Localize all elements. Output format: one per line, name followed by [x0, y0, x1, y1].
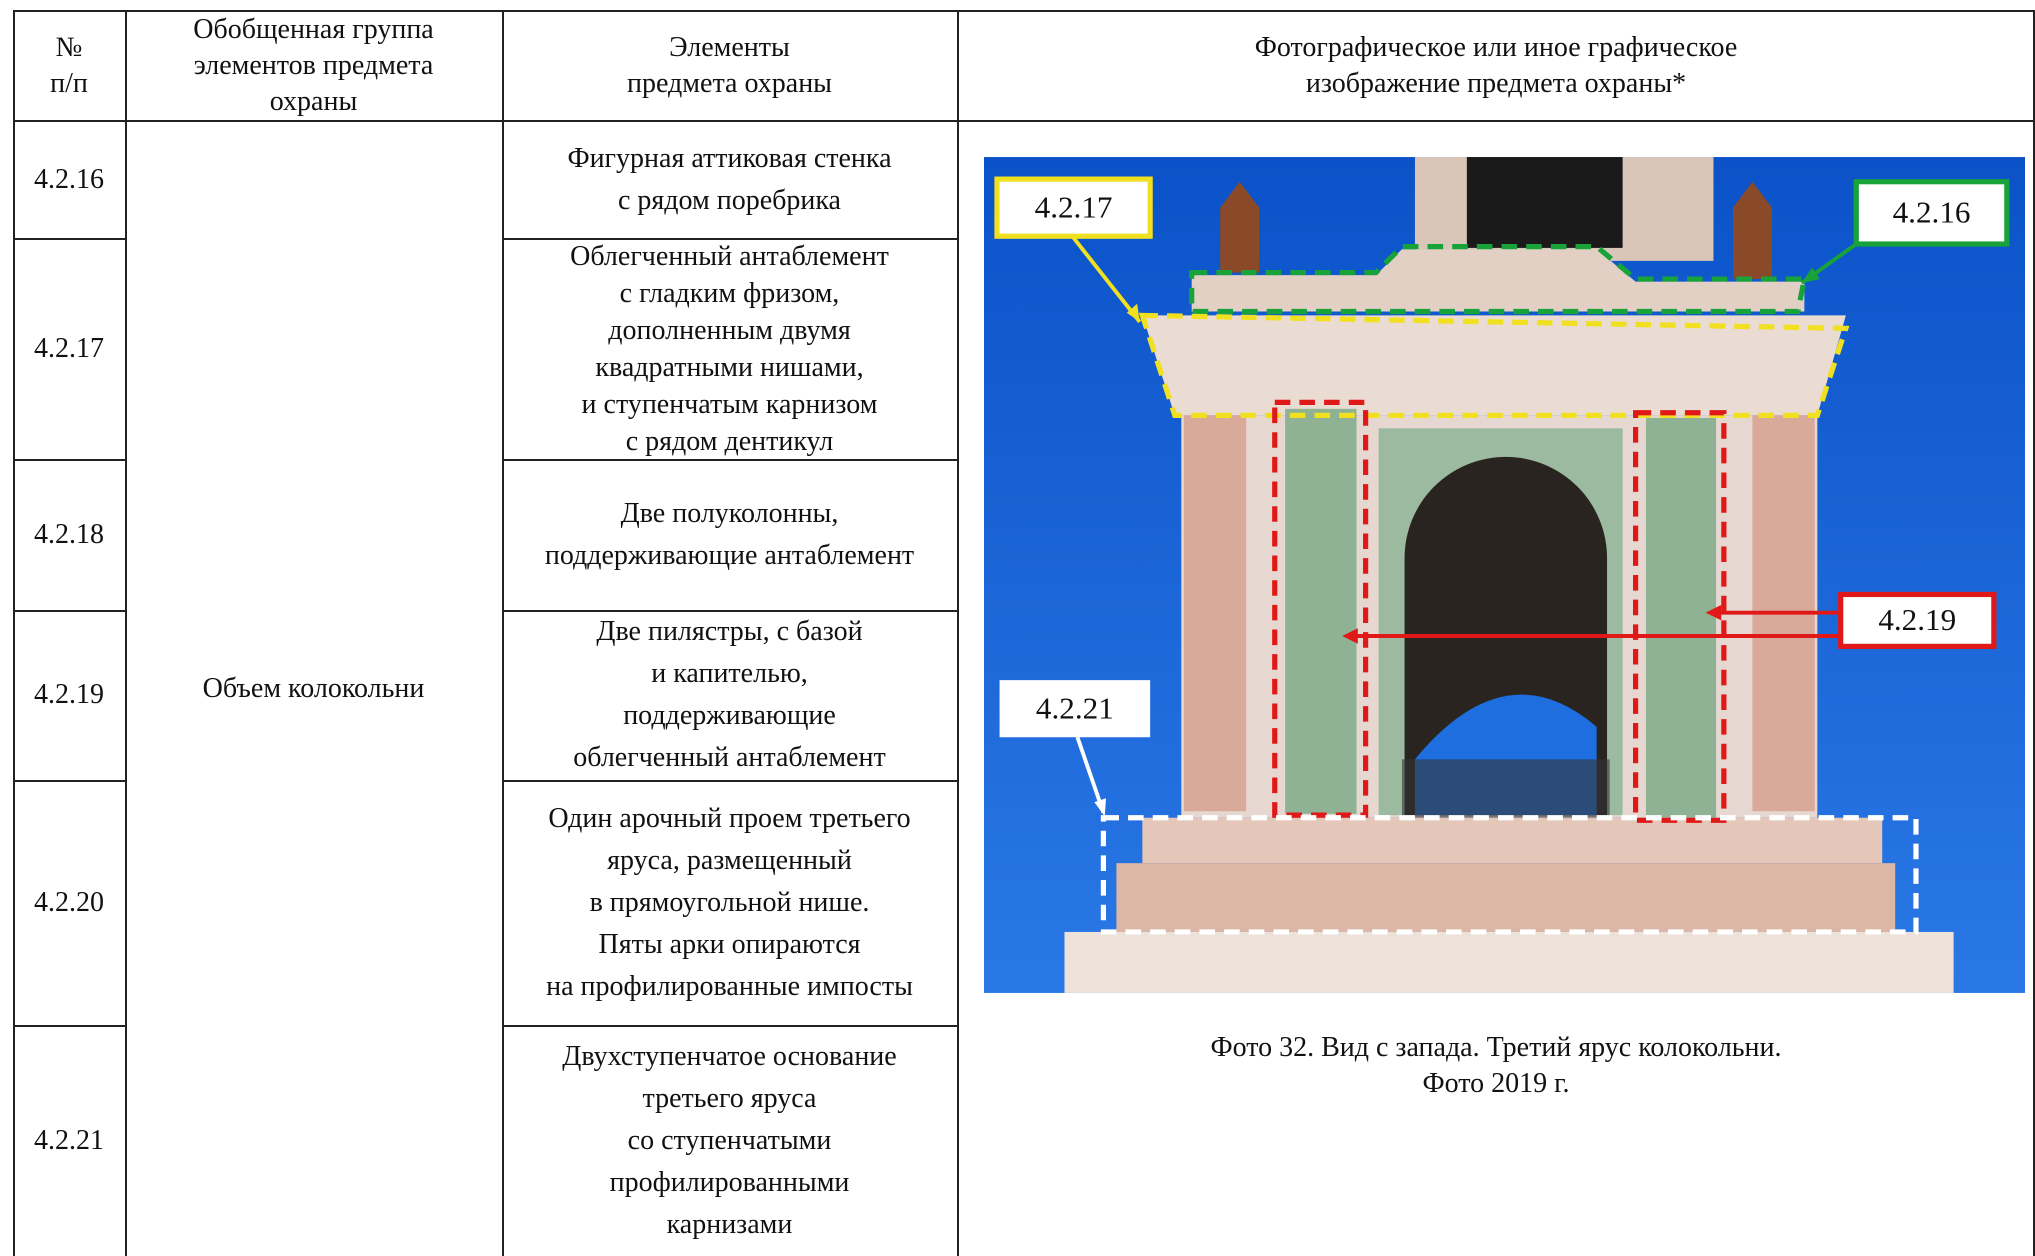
table-border: [13, 10, 2035, 12]
header-number: № п/п: [50, 31, 88, 99]
row-line: [502, 610, 957, 612]
row-element: Две полуколонны, поддерживающие антаблем…: [544, 497, 915, 571]
row-line: [502, 780, 957, 782]
header-group: Обобщенная группа элементов предмета охр…: [193, 13, 434, 117]
photo-label: 4.2.21: [1036, 690, 1114, 725]
column-line: [502, 10, 504, 1256]
row-line: [502, 1025, 957, 1027]
row-element: Двухступенчатое основание третьего яруса…: [562, 1040, 897, 1240]
column-line: [957, 10, 959, 1256]
column-line: [2033, 10, 2035, 1256]
row-number: 4.2.19: [34, 679, 104, 710]
row-number: 4.2.17: [34, 332, 104, 364]
photo-label: 4.2.16: [1893, 195, 1971, 230]
row-line: [502, 459, 957, 461]
photo-label: 4.2.17: [1035, 189, 1113, 224]
row-number: 4.2.18: [34, 518, 104, 550]
row-element: Один арочный проем третьего яруса, разме…: [546, 802, 913, 1002]
row-element: Фигурная аттиковая стенка с рядом поребр…: [567, 142, 892, 216]
row-element: Две пилястры, с базой и капителью, подде…: [573, 616, 886, 773]
photo: 4.2.17 4.2.16 4.2.19 4.2.21: [984, 157, 2025, 993]
row-number: 4.2.16: [34, 163, 104, 195]
row-line: [502, 238, 957, 240]
row-line: [13, 1025, 125, 1027]
table-border: [13, 120, 2035, 122]
photo-label: 4.2.19: [1878, 602, 1956, 637]
column-line: [125, 10, 127, 1256]
row-line: [13, 610, 125, 612]
header-image: Фотографическое или иное графическое изо…: [1254, 31, 1738, 99]
row-line: [13, 780, 125, 782]
group-cell: Объем колокольни: [202, 672, 425, 704]
row-line: [13, 238, 125, 240]
row-line: [13, 459, 125, 461]
header-elements: Элементы предмета охраны: [627, 31, 832, 99]
row-number: 4.2.20: [34, 886, 104, 918]
photo-caption: Фото 32. Вид с запада. Третий ярус колок…: [1210, 1032, 1782, 1099]
column-line: [13, 10, 15, 1256]
row-number: 4.2.21: [34, 1124, 104, 1156]
row-element: Облегченный антаблемент с гладким фризом…: [570, 240, 889, 457]
